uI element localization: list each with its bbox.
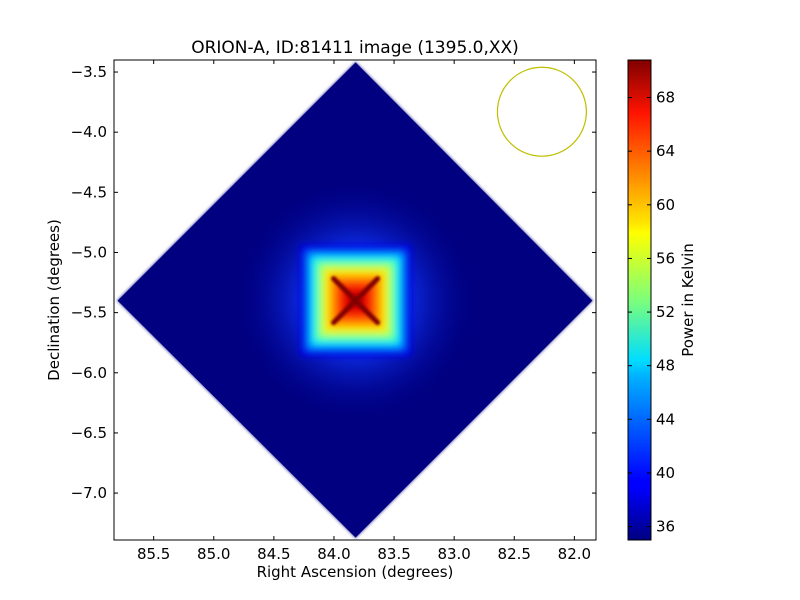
y-axis-label: Declination (degrees) bbox=[45, 219, 63, 381]
colorbar-tick-label: 36 bbox=[656, 518, 675, 536]
y-tick-label: −4.0 bbox=[71, 123, 107, 141]
y-tick-label: −7.0 bbox=[71, 484, 107, 502]
colorbar-tick-label: 60 bbox=[656, 196, 675, 214]
colorbar-tick-label: 40 bbox=[656, 464, 675, 482]
source-core-arm bbox=[353, 298, 381, 326]
y-tick-label: −5.0 bbox=[71, 243, 107, 261]
plot-area: 85.5 85.0 84.5 84.0 83.5 83.0 82.5 82.0 −3.5 −4.… bbox=[71, 59, 597, 563]
chart-title: ORION-A, ID:81411 image (1395.0,XX) bbox=[191, 38, 519, 58]
heatmap-image bbox=[116, 61, 594, 539]
axes-frame bbox=[113, 59, 597, 541]
colorbar-frame bbox=[627, 59, 652, 541]
colorbar-tick-label: 52 bbox=[656, 303, 675, 321]
x-tick-label: 82.0 bbox=[558, 545, 591, 563]
colorbar-tick-label: 48 bbox=[656, 357, 675, 375]
source-core-arm bbox=[331, 276, 359, 304]
colorbar-tick-label: 44 bbox=[656, 410, 675, 428]
colorbar-tick-label: 56 bbox=[656, 249, 675, 267]
colorbar-tick-label: 64 bbox=[656, 142, 675, 160]
y-tick-label: −6.5 bbox=[71, 424, 107, 442]
x-axis-ticks: 85.5 85.0 84.5 84.0 83.5 83.0 82.5 82.0 bbox=[137, 60, 591, 563]
colorbar-ticks: 36 40 44 48 52 56 60 64 68 bbox=[628, 89, 675, 536]
x-tick-label: 84.0 bbox=[317, 545, 350, 563]
x-tick-label: 85.5 bbox=[137, 545, 170, 563]
x-tick-label: 85.0 bbox=[197, 545, 230, 563]
colorbar-gradient bbox=[628, 60, 651, 540]
source-core-arm bbox=[331, 298, 359, 326]
colorbar-label: Power in Kelvin bbox=[679, 243, 697, 357]
colorbar-tick-label: 68 bbox=[656, 89, 675, 107]
y-tick-label: −4.5 bbox=[71, 183, 107, 201]
y-tick-label: −3.5 bbox=[71, 63, 107, 81]
x-tick-label: 82.5 bbox=[498, 545, 531, 563]
y-tick-label: −5.5 bbox=[71, 304, 107, 322]
colorbar: 36 40 44 48 52 56 60 64 68 Power in Kelvin bbox=[627, 59, 697, 541]
x-tick-label: 84.5 bbox=[257, 545, 290, 563]
x-tick-label: 83.5 bbox=[377, 545, 410, 563]
beam-circle bbox=[496, 66, 587, 157]
y-tick-label: −6.0 bbox=[71, 364, 107, 382]
y-axis-ticks: −3.5 −4.0 −4.5 −5.0 −5.5 −6.0 −6.5 −7.0 bbox=[71, 63, 596, 502]
source-core-arm bbox=[353, 276, 381, 304]
x-axis-label: Right Ascension (degrees) bbox=[257, 563, 454, 581]
x-tick-label: 83.0 bbox=[437, 545, 470, 563]
